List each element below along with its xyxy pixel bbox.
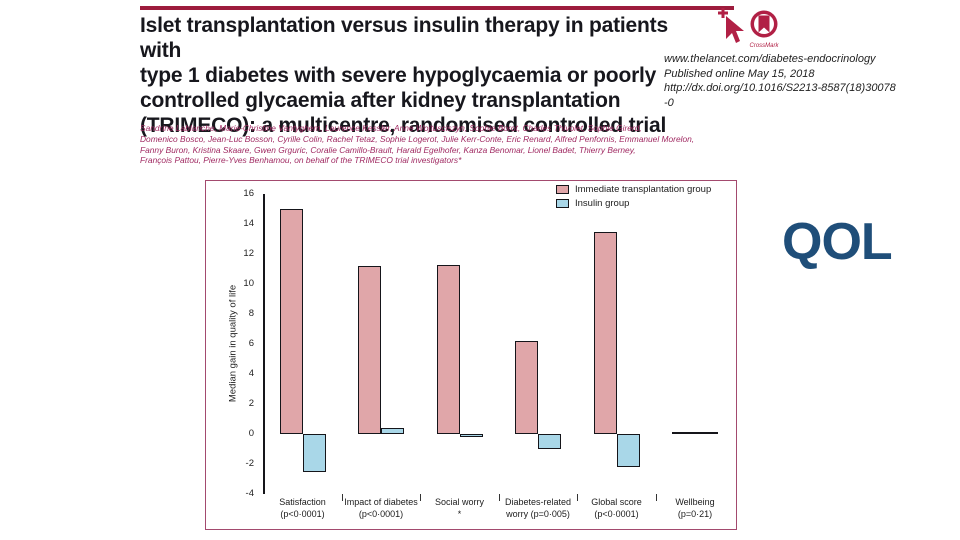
bar-insulin — [538, 434, 561, 449]
y-tick-label: 14 — [243, 218, 254, 229]
paper-title: Islet transplantation versus insulin the… — [140, 14, 668, 137]
y-tick-label: 4 — [248, 368, 254, 379]
legend-item: Insulin group — [556, 198, 711, 209]
legend: Immediate transplantation group Insulin g… — [556, 184, 711, 212]
y-tick-label: 16 — [243, 188, 254, 199]
bar-immediate — [593, 231, 617, 434]
y-axis-line — [263, 194, 265, 494]
bar-immediate — [672, 432, 695, 434]
chart-panel: Median gain in quality of life 16 14 12 10 8… — [205, 180, 737, 530]
y-tick-label: -2 — [245, 458, 254, 469]
bar-immediate — [436, 264, 460, 434]
bar-insulin — [616, 434, 640, 467]
legend-swatch-icon — [556, 199, 569, 208]
qol-label: QOL — [782, 213, 893, 271]
bar-immediate — [358, 266, 381, 434]
category-label: Wellbeing (p=0·21) — [675, 497, 715, 519]
x-boundary-tick — [498, 494, 500, 501]
y-tick-label: 2 — [248, 398, 254, 409]
category-label: Global score (p<0·0001) — [591, 497, 642, 519]
x-boundary-tick — [655, 494, 657, 501]
y-tick-label: 10 — [243, 278, 254, 289]
legend-item: Immediate transplantation group — [556, 184, 711, 195]
category-label: Social worry * — [434, 497, 484, 519]
category-label: Diabetes-related worry (p=0·005) — [504, 497, 572, 519]
legend-label: Immediate transplantation group — [575, 184, 712, 195]
bar-insulin — [381, 428, 404, 434]
legend-label: Insulin group — [575, 198, 630, 209]
author-list: Sandrine Lablanche, Marie-Christine Vant… — [140, 123, 695, 166]
bar-immediate — [515, 341, 538, 434]
bar-insulin — [302, 434, 326, 472]
y-tick-label: -4 — [245, 488, 254, 499]
crossmark-logo-icon: CrossMark — [718, 8, 779, 49]
bar-immediate — [279, 209, 303, 434]
y-tick-label: 12 — [243, 248, 254, 259]
category-label: Impact of diabetes (p<0·0001) — [344, 497, 418, 519]
x-boundary-tick — [577, 494, 579, 501]
x-boundary-tick — [420, 494, 422, 501]
crossmark-caption: CrossMark — [749, 43, 779, 49]
y-tick-label: 6 — [248, 338, 254, 349]
category-label: Satisfaction (p<0·0001) — [279, 497, 326, 519]
citation: www.thelancet.com/diabetes-endocrinology… — [664, 53, 896, 109]
cursor-icon — [726, 16, 744, 43]
y-tick-label: 8 — [248, 308, 254, 319]
y-tick-label: 0 — [248, 428, 254, 439]
top-accent-rule — [140, 6, 734, 10]
chart-plot: Median gain in quality of life 16 14 12 10 8… — [206, 181, 736, 529]
bar-insulin — [459, 434, 483, 437]
bar-insulin — [695, 432, 718, 434]
x-boundary-tick — [341, 494, 343, 501]
legend-swatch-icon — [556, 185, 569, 194]
